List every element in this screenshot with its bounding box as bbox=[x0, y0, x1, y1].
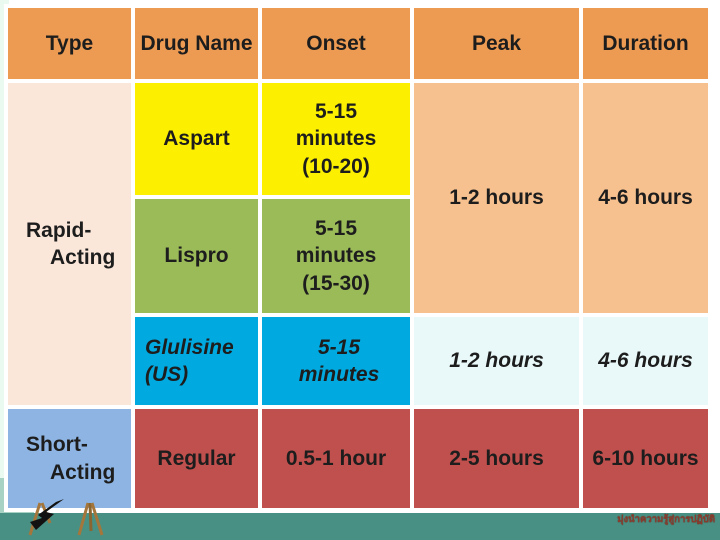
table-row-regular: Short- Acting Regular 0.5-1 hour 2-5 hou… bbox=[8, 409, 708, 508]
cell-glulisine-peak: 1-2 hours bbox=[414, 317, 579, 405]
cell-rapid-peak: 1-2 hours bbox=[414, 83, 579, 313]
rapid-acting-line2: Acting bbox=[50, 246, 116, 269]
cell-rapid-duration: 4-6 hours bbox=[583, 83, 708, 313]
insulin-types-table: Type Drug Name Onset Peak Duration Rapid… bbox=[4, 4, 712, 512]
table-row-lispro: Lispro 5-15 minutes (15-30) bbox=[8, 199, 708, 313]
short-acting-line2: Acting bbox=[50, 460, 116, 484]
footer-thai-caption: มุ่งนำความรู้สู่การปฏิบัติ bbox=[617, 514, 715, 525]
glulisine-name: Glulisine bbox=[145, 335, 234, 359]
cell-aspart-onset: 5-15 minutes (10-20) bbox=[262, 83, 410, 195]
cell-lispro-onset: 5-15 minutes (15-30) bbox=[262, 199, 410, 313]
cell-lispro-drug: Lispro bbox=[135, 199, 258, 313]
cell-glulisine-onset: 5-15 minutes bbox=[262, 317, 410, 405]
cell-glulisine-duration: 4-6 hours bbox=[583, 317, 708, 405]
header-cell-duration: Duration bbox=[583, 8, 708, 79]
table-header-row: Type Drug Name Onset Peak Duration bbox=[8, 8, 708, 79]
cell-regular-peak: 2-5 hours bbox=[414, 409, 579, 508]
short-acting-line1: Short- bbox=[26, 433, 88, 457]
header-cell-onset: Onset bbox=[262, 8, 410, 79]
cell-type-rapid-acting: Rapid- Acting bbox=[8, 83, 131, 405]
cell-type-short-acting: Short- Acting bbox=[8, 409, 131, 508]
header-cell-drug-name: Drug Name bbox=[135, 8, 258, 79]
table-row-glulisine: Glulisine (US) 5-15 minutes 1-2 hours 4-… bbox=[8, 317, 708, 405]
rapid-acting-line1: Rapid- bbox=[26, 218, 92, 242]
header-cell-type: Type bbox=[8, 8, 131, 79]
easel-legs-clipart bbox=[28, 499, 104, 536]
cell-regular-drug: Regular bbox=[135, 409, 258, 508]
cell-aspart-drug: Aspart bbox=[135, 83, 258, 195]
cell-regular-duration: 6-10 hours bbox=[583, 409, 708, 508]
cell-glulisine-drug: Glulisine (US) bbox=[135, 317, 258, 405]
arrow-shape bbox=[30, 499, 64, 530]
footer-band-dark bbox=[0, 513, 720, 540]
table-row-aspart: Rapid- Acting Aspart 5-15 minutes (10-20… bbox=[8, 83, 708, 405]
cell-regular-onset: 0.5-1 hour bbox=[262, 409, 410, 508]
glulisine-us-label: (US) bbox=[145, 363, 189, 386]
header-cell-peak: Peak bbox=[414, 8, 579, 79]
